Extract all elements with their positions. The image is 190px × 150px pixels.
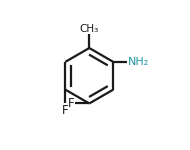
Text: F: F <box>68 97 75 110</box>
Text: CH₃: CH₃ <box>80 24 99 34</box>
Text: F: F <box>62 104 69 117</box>
Text: NH₂: NH₂ <box>128 57 149 67</box>
